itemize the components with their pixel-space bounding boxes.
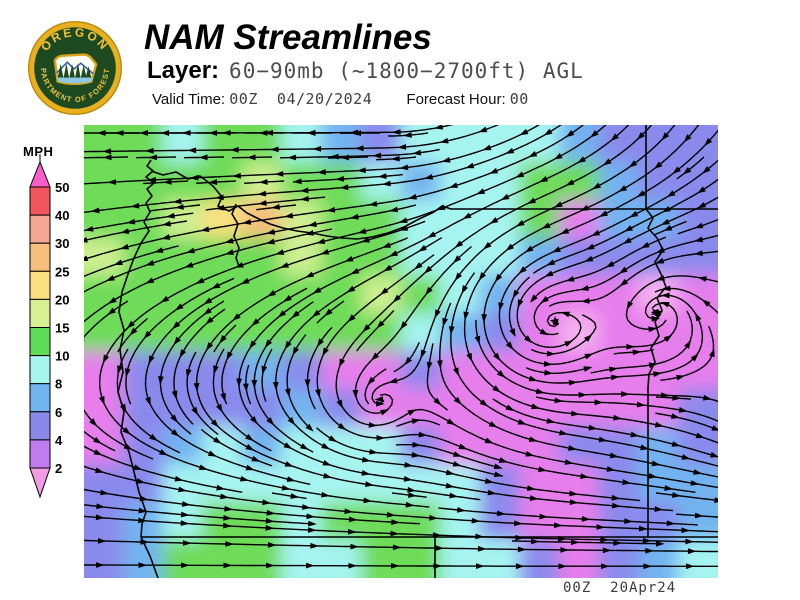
map-canvas — [84, 125, 718, 578]
wind-speed-legend: 50 40 30 25 20 15 10 8 6 4 2 — [29, 154, 69, 499]
state-borders — [117, 125, 718, 578]
legend-tick-label: 10 — [55, 349, 69, 364]
valid-time-value: 00Z 04/20/2024 — [229, 90, 373, 108]
border-willamette-river — [231, 203, 240, 267]
logo-trees — [57, 63, 92, 79]
page-title: NAM Streamlines — [144, 18, 432, 57]
forecast-hour-label: Forecast Hour: — [406, 91, 506, 108]
legend-tick-label: 6 — [55, 405, 62, 420]
border-snake-river-or-id — [645, 208, 667, 537]
legend-tick-label: 25 — [55, 264, 69, 279]
legend-tick-label: 30 — [55, 236, 69, 251]
legend-tick-label: 50 — [55, 180, 69, 195]
legend-tick-label: 15 — [55, 321, 69, 336]
layer-value: 60−90mb (~1800−2700ft) AGL — [229, 59, 584, 83]
odf-logo: OREGON DEPARTMENT OF FORESTRY — [27, 20, 123, 116]
map-timestamp: 00Z 20Apr24 — [563, 580, 677, 596]
layer-line: Layer: 60−90mb (~1800−2700ft) AGL — [147, 57, 584, 85]
forecast-hour-value: 00 — [509, 90, 529, 108]
layer-label: Layer: — [147, 57, 220, 84]
logo-oregon-emblem — [53, 53, 98, 86]
legend-tick-label: 4 — [55, 433, 63, 448]
legend-tick-label: 8 — [55, 377, 62, 392]
border-columbia-river-wa-or — [150, 170, 718, 240]
border-coastline — [117, 159, 159, 578]
valid-time-line: Valid Time: 00Z 04/20/2024 Forecast Hour… — [152, 90, 529, 108]
legend-unit-label: MPH — [23, 144, 54, 159]
legend-tick-label: 40 — [55, 208, 69, 223]
legend-tick-label: 20 — [55, 292, 69, 307]
logo-water — [56, 77, 94, 84]
valid-time-label: Valid Time: — [152, 91, 226, 108]
legend-tick-label: 2 — [55, 461, 62, 476]
logo-mountain — [56, 61, 94, 75]
